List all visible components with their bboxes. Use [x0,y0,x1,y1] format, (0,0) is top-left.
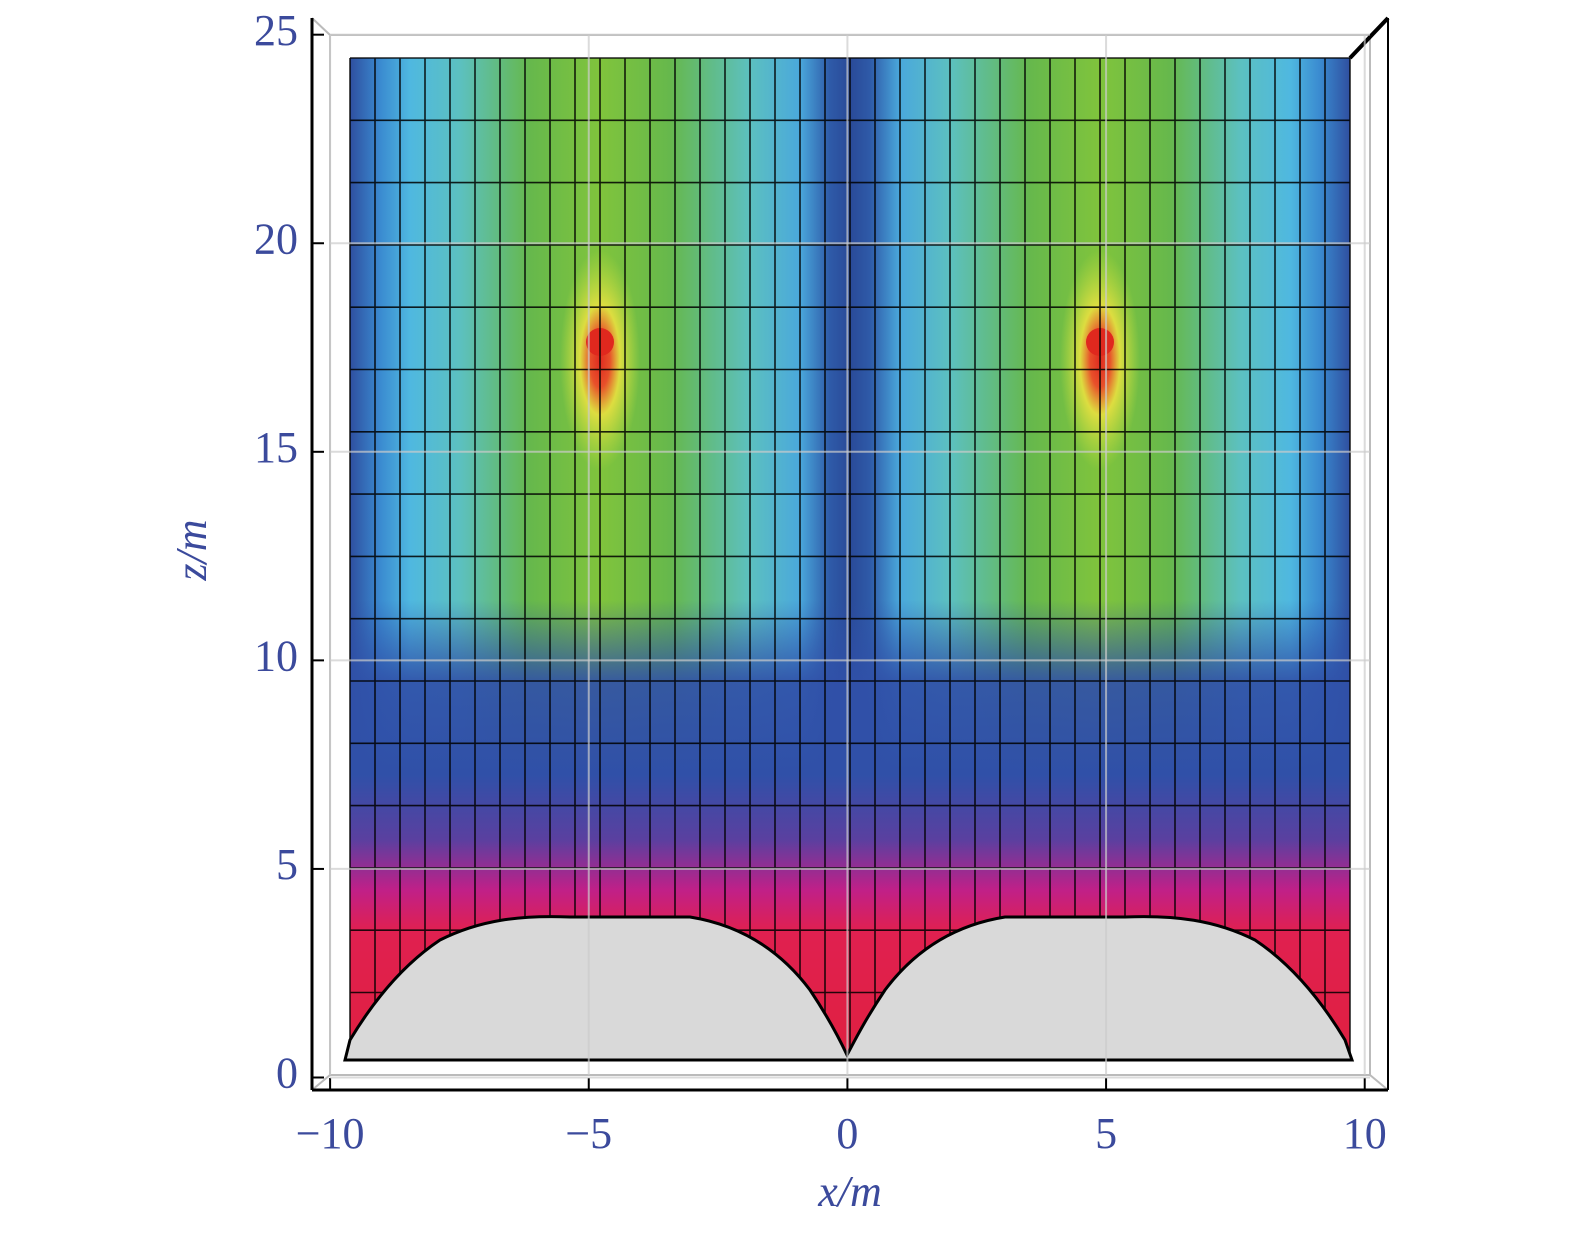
y-tick-label: 10 [254,631,298,680]
x-axis-label: x/m [817,1167,882,1216]
y-axis-label: z/m [167,519,216,581]
x-tick-label: −10 [296,1109,365,1158]
x-tick-label: 10 [1343,1109,1387,1158]
y-tick-label: 15 [254,423,298,472]
y-tick-label: 25 [254,6,298,55]
x-tick-label: 5 [1095,1109,1117,1158]
x-tick-label: 0 [836,1109,858,1158]
axes [310,18,1389,1092]
x-tick-label: −5 [565,1109,612,1158]
y-tick-label: 0 [276,1049,298,1098]
mesh [349,57,1351,1058]
y-tick-label: 5 [276,840,298,889]
y-tick-label: 20 [254,214,298,263]
